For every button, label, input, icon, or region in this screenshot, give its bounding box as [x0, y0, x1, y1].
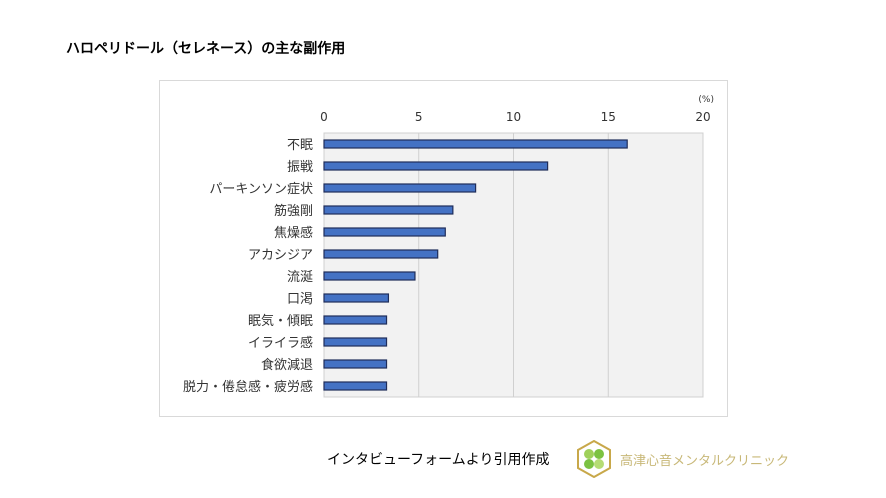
unit-label: (%): [698, 95, 714, 105]
x-tick-label: 0: [320, 110, 328, 124]
x-tick-label: 20: [695, 110, 710, 124]
category-label: アカシジア: [248, 248, 313, 263]
bar: [323, 227, 446, 237]
clinic-name: 高津心音メンタルクリニック: [620, 454, 790, 469]
category-label: 振戦: [287, 160, 313, 175]
clinic-logo-icon: [577, 440, 611, 478]
bar: [323, 293, 390, 303]
bar: [323, 315, 388, 325]
bar: [323, 205, 454, 215]
category-label: 脱力・倦怠感・疲労感: [183, 379, 313, 395]
x-tick-label: 5: [415, 110, 423, 124]
bar: [323, 337, 388, 347]
category-label: 流涎: [287, 270, 313, 285]
bar: [323, 359, 388, 369]
bar: [323, 249, 439, 259]
page-title: ハロペリドール（セレネース）の主な副作用: [66, 41, 346, 57]
bar: [323, 139, 628, 149]
category-label: 眠気・傾眠: [248, 313, 313, 329]
bar: [323, 381, 388, 391]
x-tick-label: 15: [601, 110, 616, 124]
x-tick-label: 10: [506, 110, 521, 124]
category-label: 不眠: [287, 138, 313, 153]
category-label: 口渇: [287, 291, 313, 307]
category-label: 食欲減退: [261, 357, 313, 373]
category-label: イライラ感: [248, 335, 313, 351]
bar: [323, 183, 477, 193]
category-label: パーキンソン症状: [209, 182, 313, 197]
bar: [323, 271, 416, 281]
category-label: 焦燥感: [274, 225, 313, 241]
source-note: インタビューフォームより引用作成: [327, 452, 550, 468]
category-label: 筋強剛: [274, 203, 313, 219]
bar: [323, 161, 549, 171]
